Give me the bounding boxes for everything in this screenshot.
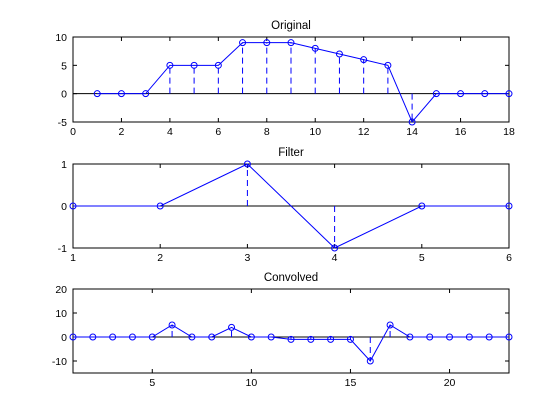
convolved-data-point [208,333,216,341]
filter-x-tick-label: 6 [506,252,512,264]
convolved-data-point [366,357,374,365]
convolved-data-point [485,333,493,341]
filter-series-line [73,163,509,249]
convolved-data-point [109,333,117,341]
original-data-point [384,61,392,69]
original-data-point [263,39,271,47]
convolved-data-point [505,333,513,341]
original-data-point [214,61,222,69]
filter-data-point [69,202,77,210]
convolved-data-point [346,335,354,343]
original-y-tick-label: 5 [61,60,67,72]
original-data-point [287,39,295,47]
original-y-tick-label: 10 [55,32,67,44]
convolved-data-point [228,323,236,331]
convolved-x-tick-label: 5 [149,377,155,389]
original-x-tick-label: 6 [215,126,221,138]
original-x-tick-label: 12 [358,126,370,138]
filter-x-tick-label: 4 [332,252,338,264]
original-data-point [360,56,368,64]
convolved-data-point [148,333,156,341]
convolved-data-point [168,321,176,329]
original-data-point [432,90,440,98]
convolved-data-point [406,333,414,341]
convolved-data-point [446,333,454,341]
convolved-y-tick-label: 20 [55,284,67,296]
convolved-x-tick-label: 15 [345,377,357,389]
original-y-tick-label: -5 [58,117,67,129]
original-x-tick-label: 18 [503,126,515,138]
filter-data-point [331,244,339,252]
original-x-tick-label: 2 [119,126,125,138]
convolved-data-point [327,335,335,343]
original-x-tick-label: 10 [309,126,321,138]
convolved-y-tick-label: -10 [52,356,67,368]
filter-x-tick-label: 1 [70,252,76,264]
original-data-point [408,118,416,126]
original-data-point [505,90,513,98]
panel-convolved: 5 10 15 20 -10 0 10 20 Convolved [52,272,513,389]
convolved-data-point [247,333,255,341]
original-axes-box [72,36,510,123]
filter-data-point [505,202,513,210]
original-y-tick-label: 0 [61,89,67,101]
filter-y-tick-label: 1 [61,159,67,171]
original-x-tick-label: 8 [264,126,270,138]
filter-x-tick-label: 5 [419,252,425,264]
original-data-point [311,44,319,52]
original-data-point [481,90,489,98]
convolved-title: Convolved [264,272,318,284]
original-data-point [93,90,101,98]
filter-data-point [156,202,164,210]
convolved-data-point [386,321,394,329]
original-data-point [457,90,465,98]
filter-x-tick-label: 2 [157,252,163,264]
convolved-data-point [188,333,196,341]
filter-data-point [243,160,251,168]
original-x-tick-label: 16 [455,126,467,138]
original-series-line [97,42,509,123]
convolved-data-point [128,333,136,341]
original-data-point [190,61,198,69]
panel-filter: 1 2 3 4 5 6 -1 0 1 Filter [58,147,513,264]
convolved-data-point [307,335,315,343]
original-x-tick-label: 4 [167,126,173,138]
original-data-point [166,61,174,69]
filter-y-tick-label: 0 [61,201,67,213]
convolved-axes-box [72,288,510,374]
convolved-data-point [267,333,275,341]
original-data-point [142,90,150,98]
convolved-series-line [73,324,509,362]
filter-y-tick-label: -1 [58,243,67,255]
convolved-data-point [89,333,97,341]
convolved-data-point [287,335,295,343]
filter-x-tick-label: 3 [244,252,250,264]
original-data-point [117,90,125,98]
convolved-data-point [465,333,473,341]
original-x-tick-label: 14 [406,126,418,138]
original-data-point [239,39,247,47]
convolved-x-tick-label: 10 [246,377,258,389]
convolved-y-tick-label: 0 [61,332,67,344]
original-data-point [335,50,343,58]
original-x-tick-label: 0 [70,126,76,138]
convolved-y-tick-label: 10 [55,308,67,320]
filter-title: Filter [278,147,304,159]
original-title: Original [271,20,311,32]
convolved-data-point [69,333,77,341]
filter-data-point [418,202,426,210]
convolved-data-point [426,333,434,341]
convolved-x-tick-label: 20 [444,377,456,389]
